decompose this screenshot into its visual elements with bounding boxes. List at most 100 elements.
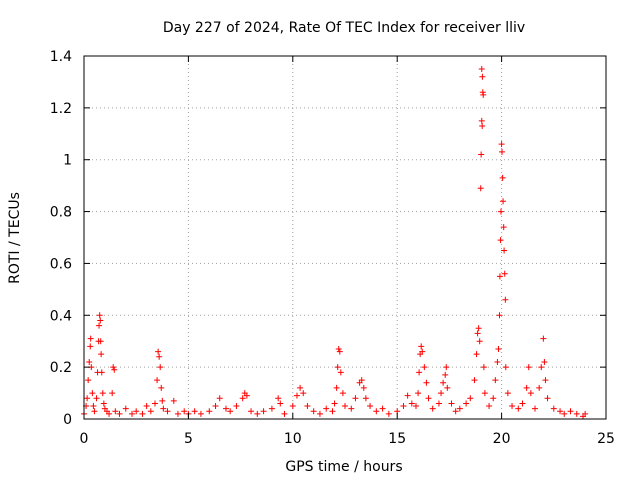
grid-lines [84,56,606,419]
data-point [400,403,407,410]
data-point [106,410,113,417]
data-point [260,408,267,415]
data-point [98,351,105,358]
data-point [147,408,154,415]
data-point [339,390,346,397]
data-point [227,408,234,415]
data-point [582,410,589,417]
data-point [502,296,509,303]
x-tick-label: 25 [597,431,615,447]
data-point [509,403,516,410]
data-point [440,379,447,386]
data-point [300,390,307,397]
data-point [499,148,506,155]
data-point [222,405,229,412]
y-tick-label: 0 [63,412,72,428]
data-point [480,364,487,371]
data-point [216,395,223,402]
data-point [151,400,158,407]
data-point [519,400,526,407]
data-point [415,390,422,397]
data-point [112,408,119,415]
data-point [442,371,449,378]
data-point [155,348,162,355]
data-point [541,358,548,365]
y-tick-label: 1.4 [50,49,72,65]
data-point [456,405,463,412]
data-point [467,395,474,402]
data-point [342,403,348,410]
data-point [191,408,198,415]
data-point [110,364,117,371]
data-point [557,408,564,415]
x-tick-label: 5 [184,431,193,447]
data-point [156,353,163,360]
data-point [197,410,204,417]
data-point [289,403,296,410]
x-tick-label: 0 [80,431,89,447]
data-point [116,410,123,417]
data-point [429,405,436,412]
data-point [408,400,415,407]
data-point [337,369,344,376]
y-tick-label: 1 [63,153,72,169]
data-point [479,73,486,80]
data-point [525,364,532,371]
data-point [129,410,136,417]
data-point [515,405,522,412]
data-point [243,392,250,399]
data-point [139,410,146,417]
data-point [379,405,386,412]
y-axis-label: ROTI / TECUs [7,192,23,284]
y-tick-label: 1.2 [50,101,72,117]
data-point [425,395,432,402]
data-point [97,317,104,324]
data-point [133,408,140,415]
data-point [348,405,355,412]
y-tick-label: 0.4 [50,308,72,324]
data-point [360,384,367,391]
x-axis-label: GPS time / hours [285,459,402,475]
data-point [494,358,501,365]
data-point [561,410,568,417]
data-point [492,377,499,384]
data-point [160,405,167,412]
data-point [421,364,428,371]
x-tick-label: 20 [493,431,511,447]
data-point [501,247,508,254]
data-point [479,123,486,130]
data-point [499,174,506,181]
data-point [452,408,459,415]
data-point [497,237,504,244]
data-point [523,384,530,391]
data-point [297,384,304,391]
y-tick-label: 0.2 [50,360,72,376]
data-point [89,390,96,397]
data-point [277,400,284,407]
data-point [316,410,323,417]
y-tick-label: 0.6 [50,256,72,272]
data-point [367,403,374,410]
data-point [501,270,508,277]
data-point [333,384,340,391]
data-point [358,377,365,384]
data-point [423,379,430,386]
data-point [85,377,92,384]
data-point [158,384,165,391]
data-point [206,408,213,415]
data-point [490,395,497,402]
data-point [473,351,480,358]
data-points [81,65,589,420]
y-tick-label: 0.8 [50,205,72,221]
data-point [93,395,100,402]
data-point [532,405,539,412]
data-point [157,364,164,371]
data-point [293,392,300,399]
data-point [567,408,574,415]
data-point [100,400,107,407]
data-point [181,408,188,415]
data-point [444,384,451,391]
data-point [419,348,426,355]
